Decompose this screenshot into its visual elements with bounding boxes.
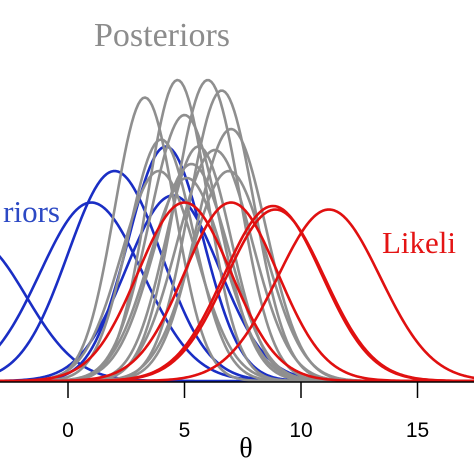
likelihoods-curve-5 [0,208,474,383]
posteriors-label: Posteriors [94,17,230,54]
x-ticks: 0 5 10 15 [62,382,429,442]
curves-layer [0,78,474,383]
priors-label: riors [3,194,60,229]
x-axis-label: θ [239,433,252,464]
x-tick-label-0: 0 [62,419,74,442]
x-tick-label-5: 5 [179,419,191,442]
x-tick-label-10: 10 [289,419,312,442]
likelihoods-label: Likeli [382,225,456,260]
x-tick-label-15: 15 [406,419,429,442]
